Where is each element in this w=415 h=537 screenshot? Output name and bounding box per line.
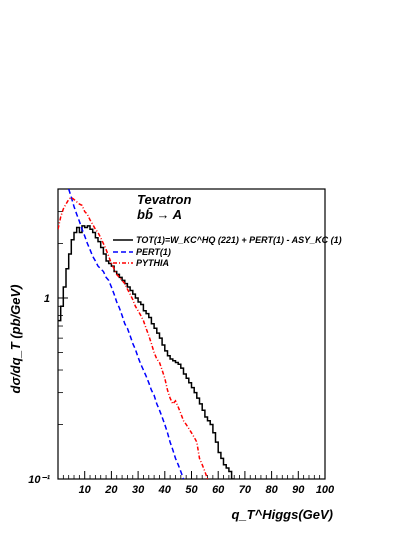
x-tick-label: 80	[265, 484, 278, 496]
x-tick-label: 90	[292, 484, 305, 496]
y-axis-label: dσ/dq_T (pb/GeV)	[8, 284, 23, 393]
y-tick-label: 1	[44, 293, 50, 305]
x-tick-label: 30	[132, 484, 145, 496]
chart-title: Tevatron	[137, 192, 191, 207]
x-tick-label: 50	[185, 484, 198, 496]
x-tick-label: 70	[239, 484, 252, 496]
series-line-2	[58, 196, 209, 479]
axes: 10 20 30 40 50 60 70 80 90 100 10⁻¹ 1	[28, 188, 335, 496]
x-tick-label: 20	[104, 484, 118, 496]
series-line-1	[67, 189, 185, 479]
plot-frame	[57, 188, 326, 480]
legend-label-pert: PERT(1)	[136, 247, 171, 257]
legend: TOT(1)=W_KC^HQ (221) + PERT(1) - ASY_KC …	[113, 235, 342, 268]
x-tick-label: 10	[79, 484, 92, 496]
x-tick-label: 100	[316, 484, 335, 496]
legend-label-total: TOT(1)=W_KC^HQ (221) + PERT(1) - ASY_KC …	[136, 235, 342, 245]
x-axis-label: q_T^Higgs(GeV)	[232, 507, 334, 522]
chart-subtitle: bb̄ → A	[137, 207, 182, 222]
x-tick-label: 60	[212, 484, 225, 496]
series-line-0	[58, 225, 235, 479]
legend-label-pythia: PYTHIA	[136, 258, 169, 268]
x-tick-label: 40	[158, 484, 172, 496]
series-layer	[58, 189, 235, 479]
plot-area	[57, 188, 326, 480]
y-tick-label: 10⁻¹	[28, 474, 50, 486]
